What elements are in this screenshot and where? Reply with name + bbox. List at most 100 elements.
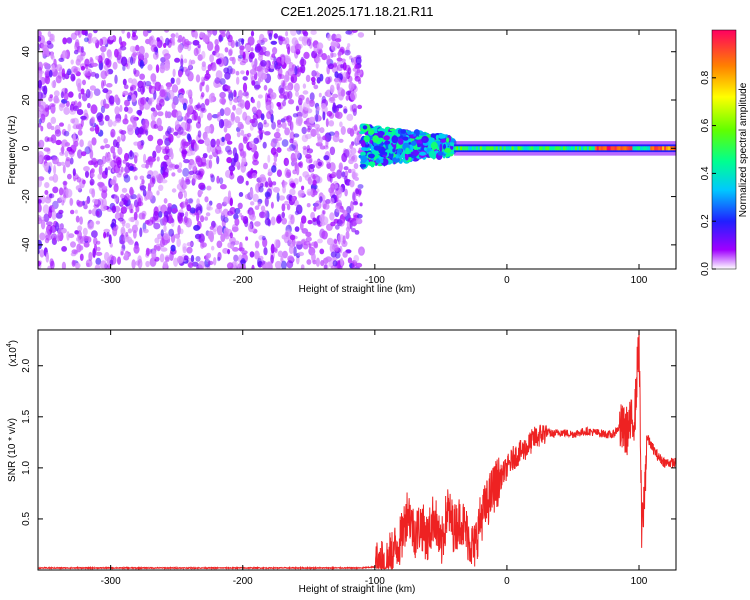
heatmap-cell <box>228 165 236 172</box>
heatmap-cell <box>561 146 564 151</box>
heatmap-cell <box>286 203 291 211</box>
heatmap-cell <box>199 112 204 119</box>
heatmap-cell <box>216 175 220 184</box>
heatmap-cell <box>225 85 231 90</box>
heatmap-cell <box>349 180 355 188</box>
heatmap-cell <box>142 30 149 37</box>
heatmap-cell <box>295 240 303 245</box>
heatmap-cell <box>343 108 348 114</box>
heatmap-cell <box>113 94 119 104</box>
heatmap-cell <box>114 48 119 58</box>
heatmap-cell <box>397 138 404 145</box>
heatmap-cell <box>177 126 184 135</box>
heatmap-cell <box>231 223 239 233</box>
heatmap-cell <box>632 146 635 151</box>
heatmap-cell <box>308 243 312 249</box>
heatmap-cell <box>95 220 101 225</box>
heatmap-cell <box>284 127 290 136</box>
heatmap-cell <box>54 129 62 137</box>
colorbar <box>711 29 737 270</box>
heatmap-cell <box>82 79 86 86</box>
heatmap-cell <box>283 181 287 188</box>
heatmap-cell <box>354 75 361 82</box>
heatmap-cell <box>219 78 226 85</box>
heatmap-cell <box>127 94 132 102</box>
heatmap-cell <box>152 170 159 179</box>
heatmap-cell <box>53 236 57 245</box>
heatmap-cell <box>89 149 94 159</box>
x-tick-label: -300 <box>101 275 121 286</box>
heatmap-cell <box>119 104 123 113</box>
heatmap-cell <box>279 36 286 42</box>
heatmap-cell <box>513 146 516 151</box>
heatmap-cell <box>84 146 91 155</box>
heatmap-cell <box>88 209 92 215</box>
heatmap-cell <box>517 146 520 151</box>
heatmap-cell <box>311 252 316 261</box>
heatmap-cell <box>267 177 272 184</box>
heatmap-cell <box>62 37 68 45</box>
heatmap-cell <box>38 203 42 213</box>
heatmap-cell <box>414 136 422 140</box>
heatmap-cell <box>227 89 233 94</box>
heatmap-cell <box>76 243 82 253</box>
heatmap-cell <box>334 77 342 87</box>
heatmap-cell <box>290 214 295 225</box>
heatmap-cell <box>307 219 313 225</box>
heatmap-cell <box>48 176 55 181</box>
heatmap-cell <box>495 146 499 151</box>
heatmap-cell <box>295 204 303 215</box>
heatmap-cell <box>77 129 83 136</box>
heatmap-cell <box>578 146 582 151</box>
heatmap-cell <box>40 219 46 230</box>
heatmap-cell <box>43 147 51 152</box>
heatmap-cell <box>458 146 461 151</box>
snr-ticks: -300 -200 -100 0 100 0.5 1.0 1.5 2.0 <box>21 330 676 587</box>
y-tick-label: 0.5 <box>21 512 32 526</box>
heatmap-cell <box>419 132 427 136</box>
heatmap-cell <box>77 101 82 108</box>
snr-ylabel: SNR (10 * v/v) <box>7 418 18 482</box>
heatmap-region-2 <box>358 123 457 170</box>
heatmap-cell <box>479 146 483 151</box>
heatmap-cell <box>193 144 200 151</box>
heatmap-cell <box>359 131 365 135</box>
heatmap-cell <box>345 231 350 240</box>
heatmap-cell <box>120 251 124 256</box>
heatmap-cell <box>173 131 179 136</box>
heatmap-cell <box>241 38 245 45</box>
heatmap-cell <box>289 234 296 241</box>
heatmap-cell <box>147 64 153 71</box>
colorbar-label: Normalized spectral amplitude <box>738 82 749 217</box>
heatmap-cell <box>282 250 288 259</box>
heatmap-cell <box>345 30 353 35</box>
heatmap-cell <box>329 197 335 205</box>
heatmap-cell <box>284 54 289 59</box>
heatmap-cell <box>535 146 538 151</box>
heatmap-cell <box>265 92 269 103</box>
heatmap-cell <box>200 156 207 166</box>
heatmap-cell <box>170 244 176 252</box>
heatmap-cell <box>316 106 321 111</box>
heatmap-cell <box>141 179 145 185</box>
heatmap-cell <box>329 212 335 221</box>
heatmap-cell <box>196 212 200 222</box>
snr-multiplier: (x104) <box>6 340 19 367</box>
heatmap-cell <box>294 226 300 232</box>
x-tick-label: -200 <box>233 275 253 286</box>
heatmap-cell <box>135 44 140 52</box>
heatmap-cell <box>347 67 352 75</box>
heatmap-cell <box>131 224 138 234</box>
heatmap-cell <box>277 119 282 125</box>
heatmap-cell <box>322 135 327 141</box>
heatmap-cell <box>162 216 168 226</box>
heatmap-cell <box>373 145 382 151</box>
heatmap-cell <box>97 173 102 180</box>
heatmap-cell <box>131 259 136 269</box>
heatmap-cell <box>162 261 168 269</box>
heatmap-cell <box>286 260 294 269</box>
heatmap-cell <box>317 238 323 244</box>
heatmap-cell <box>65 188 73 198</box>
svg-text:(x104): (x104) <box>6 340 19 367</box>
heatmap-cell <box>130 115 137 124</box>
